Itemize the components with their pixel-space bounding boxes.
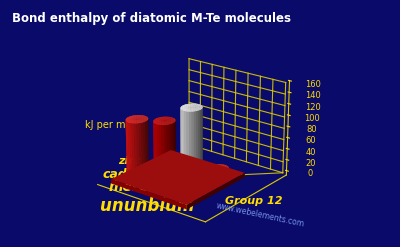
Text: mercury: mercury (109, 180, 174, 194)
Text: Bond enthalpy of diatomic M-Te molecules: Bond enthalpy of diatomic M-Te molecules (12, 12, 291, 25)
Text: kJ per mol: kJ per mol (85, 120, 134, 130)
Text: zinc: zinc (118, 156, 143, 166)
Text: www.webelements.com: www.webelements.com (216, 202, 306, 229)
Text: Group 12: Group 12 (225, 196, 282, 206)
Text: cadmium: cadmium (103, 167, 167, 181)
Text: ununbium: ununbium (100, 197, 195, 215)
